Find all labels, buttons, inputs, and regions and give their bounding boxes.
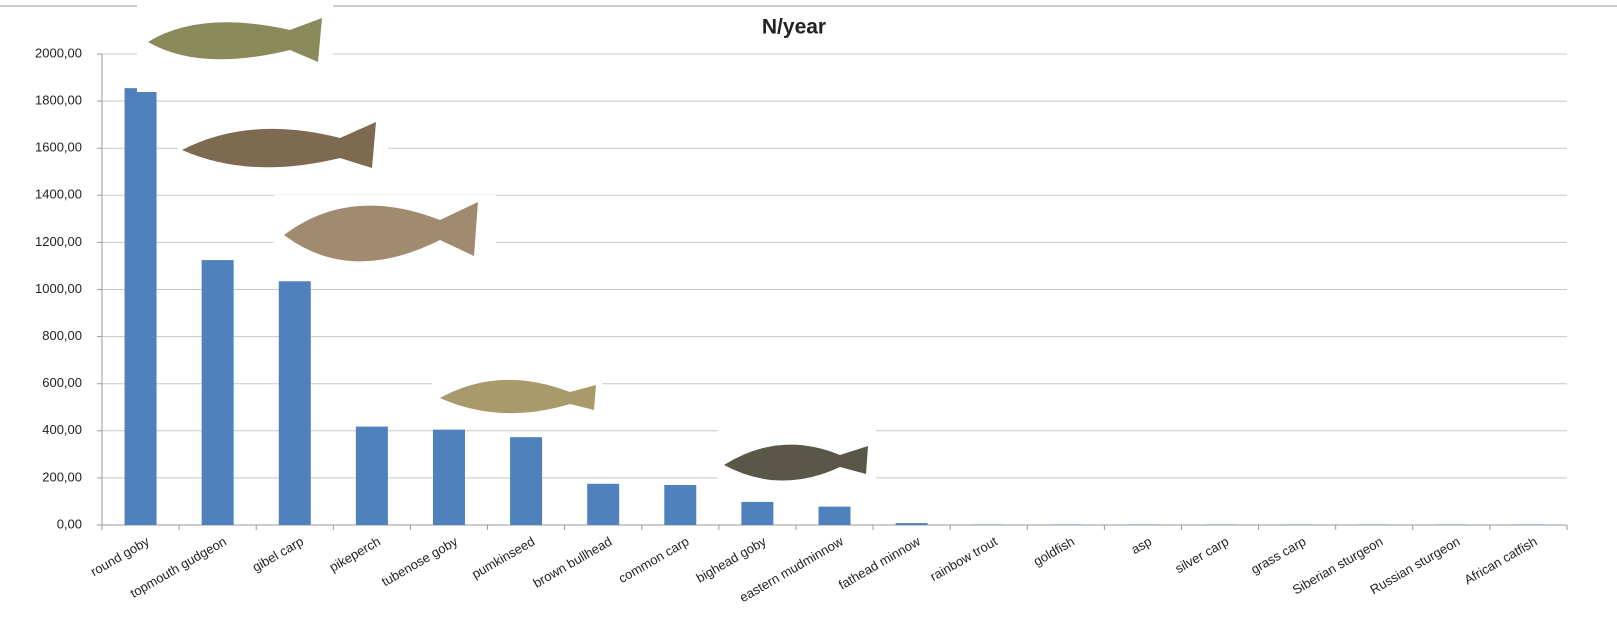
- x-tick-label: brown bullhead: [531, 534, 615, 591]
- bar: [741, 501, 774, 525]
- bar: [278, 281, 311, 525]
- x-tick-label: common carp: [616, 534, 692, 586]
- x-tick-label: tubenose goby: [379, 533, 461, 589]
- fish-images: [137, 2, 876, 496]
- bar: [587, 483, 620, 525]
- bar: [124, 88, 157, 526]
- bar: [1281, 524, 1314, 526]
- bar: [1126, 524, 1159, 526]
- bar: [664, 484, 697, 525]
- bar: [355, 426, 388, 525]
- bar: [1049, 524, 1082, 526]
- y-tick-label: 2000,00: [35, 45, 82, 60]
- fish-image: [148, 18, 322, 62]
- y-tick-label: 1000,00: [35, 281, 82, 296]
- y-tick-label: 1600,00: [35, 140, 82, 155]
- y-tick-label: 400,00: [42, 422, 82, 437]
- x-tick-label: silver carp: [1172, 534, 1231, 577]
- fish-image: [440, 379, 596, 414]
- y-tick-label: 800,00: [42, 328, 82, 343]
- y-tick-label: 1400,00: [35, 187, 82, 202]
- x-tick-label: fathead minnow: [836, 533, 924, 592]
- y-tick-label: 200,00: [42, 469, 82, 484]
- fish-image: [724, 444, 868, 481]
- bar: [1204, 524, 1237, 526]
- bar: [818, 506, 851, 525]
- x-tick-label: gibel carp: [250, 534, 306, 575]
- bar: [1435, 524, 1468, 526]
- bar: [972, 524, 1005, 526]
- x-tick-label: African catfish: [1461, 534, 1539, 588]
- x-tick-label: round goby: [88, 533, 152, 579]
- x-tick-label: rainbow trout: [927, 533, 1000, 584]
- y-tick-label: 600,00: [42, 375, 82, 390]
- x-tick-label: pikeperch: [327, 534, 383, 575]
- x-tick-label: asp: [1128, 534, 1154, 557]
- x-tick-label: bighead goby: [693, 533, 769, 585]
- bar: [201, 260, 234, 525]
- fish-image: [182, 122, 376, 168]
- fish-image: [284, 202, 478, 262]
- y-tick-label: 1200,00: [35, 234, 82, 249]
- x-tick-label: pumkinseed: [469, 534, 537, 582]
- bar: [432, 429, 465, 525]
- bar: [510, 437, 543, 525]
- y-tick-label: 1800,00: [35, 93, 82, 108]
- x-tick-label: goldfish: [1031, 534, 1077, 569]
- bar: [1358, 524, 1391, 526]
- bar: [895, 523, 928, 525]
- y-tick-label: 0,00: [57, 516, 82, 531]
- bar: [1512, 524, 1545, 526]
- bars: [124, 88, 1545, 526]
- chart-title: N/year: [762, 16, 826, 39]
- x-tick-label: grass carp: [1248, 534, 1308, 577]
